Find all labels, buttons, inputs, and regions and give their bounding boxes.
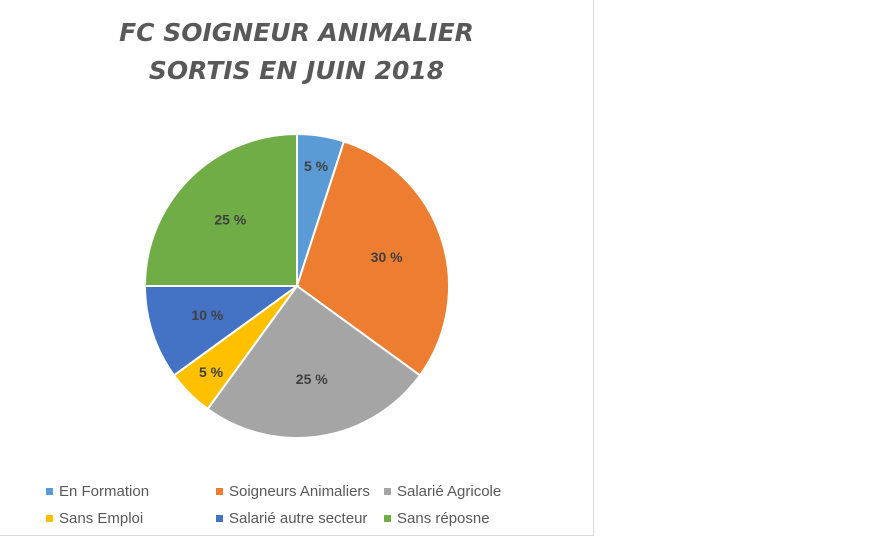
pie-slice-salarie-autre-secteur — [143, 285, 301, 377]
legend-swatch — [46, 515, 53, 522]
legend-item-salarie-agricole: Salarié Agricole — [384, 483, 564, 500]
chart-legend: En Formation Soigneurs Animaliers Salari… — [46, 478, 566, 532]
chart-area: FC SOIGNEUR ANIMALIER SORTIS EN JUIN 201… — [0, 0, 594, 536]
legend-swatch — [216, 488, 223, 495]
data-label-soigneurs-animaliers: 30 % — [371, 249, 403, 265]
data-label-en-formation: 5 % — [304, 158, 329, 174]
legend-swatch — [216, 515, 223, 522]
legend-label: Salarié autre secteur — [229, 510, 368, 527]
legend-item-sans-emploi: Sans Emploi — [46, 510, 216, 527]
legend-item-sans-reponse: Sans réposne — [384, 510, 564, 527]
pie-slice-sans-reponse — [143, 132, 298, 287]
legend-item-en-formation: En Formation — [46, 483, 216, 500]
data-label-sans-emploi: 5 % — [199, 364, 224, 380]
legend-swatch — [384, 515, 391, 522]
legend-swatch — [384, 488, 391, 495]
chart-title-line-2: SORTIS EN JUIN 2018 — [148, 56, 445, 85]
data-label-sans-reponse: 25 % — [214, 211, 246, 227]
legend-row-1: En Formation Soigneurs Animaliers Salari… — [46, 478, 566, 505]
legend-item-soigneurs-animaliers: Soigneurs Animaliers — [216, 483, 384, 500]
legend-label: En Formation — [59, 483, 150, 500]
legend-label: Soigneurs Animaliers — [229, 483, 370, 500]
data-label-salarie-agricole: 25 % — [296, 371, 328, 387]
chart-title: FC SOIGNEUR ANIMALIER SORTIS EN JUIN 201… — [0, 14, 593, 90]
pie-slice-soigneurs-animaliers — [295, 140, 450, 377]
legend-swatch — [46, 488, 53, 495]
pie-slice-salarie-agricole — [206, 284, 422, 439]
legend-item-salarie-autre-secteur: Salarié autre secteur — [216, 510, 384, 527]
legend-label: Sans réposne — [397, 510, 490, 527]
legend-row-2: Sans Emploi Salarié autre secteur Sans r… — [46, 505, 566, 532]
pie-chart: 5 % 30 % 25 % 5 % 10 % 25 % — [143, 132, 450, 439]
legend-label: Salarié Agricole — [397, 483, 502, 500]
chart-title-line-1: FC SOIGNEUR ANIMALIER — [119, 18, 474, 47]
data-label-salarie-autre-secteur: 10 % — [191, 307, 223, 323]
legend-label: Sans Emploi — [59, 510, 144, 527]
